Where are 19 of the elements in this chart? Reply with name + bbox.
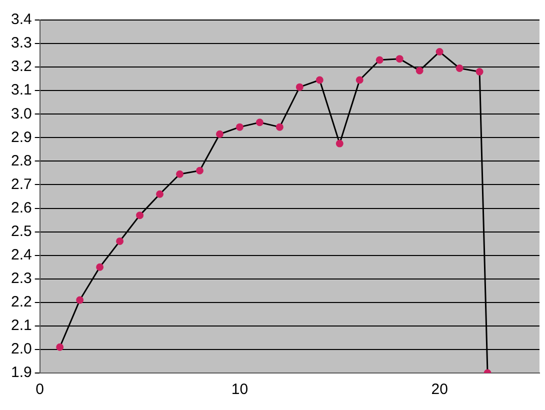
y-tick-label: 2.7: [10, 176, 32, 193]
y-tick-label: 2.1: [10, 317, 32, 334]
x-tick-label: 0: [36, 381, 44, 398]
y-tick-label: 3.2: [10, 58, 32, 76]
x-tick-label: 20: [431, 381, 448, 398]
y-tick-label: 2.6: [10, 199, 32, 216]
y-tick-label: 2.8: [10, 152, 32, 170]
y-tick-label: 3.4: [10, 11, 32, 28]
y-tick-label: 2.4: [10, 246, 32, 264]
y-tick-label: 1.9: [10, 364, 32, 382]
y-tick-label: 2.3: [10, 270, 32, 288]
y-tick-label: 2.5: [10, 222, 32, 240]
y-tick-label: 2.0: [10, 340, 32, 358]
y-tick-label: 2.9: [10, 128, 32, 146]
y-tick-label: 3.0: [10, 105, 32, 122]
y-tick-label: 3.1: [10, 82, 32, 99]
y-tick-label: 2.2: [10, 294, 32, 311]
y-tick-label: 3.3: [10, 34, 32, 52]
x-tick-label: 10: [231, 381, 248, 398]
